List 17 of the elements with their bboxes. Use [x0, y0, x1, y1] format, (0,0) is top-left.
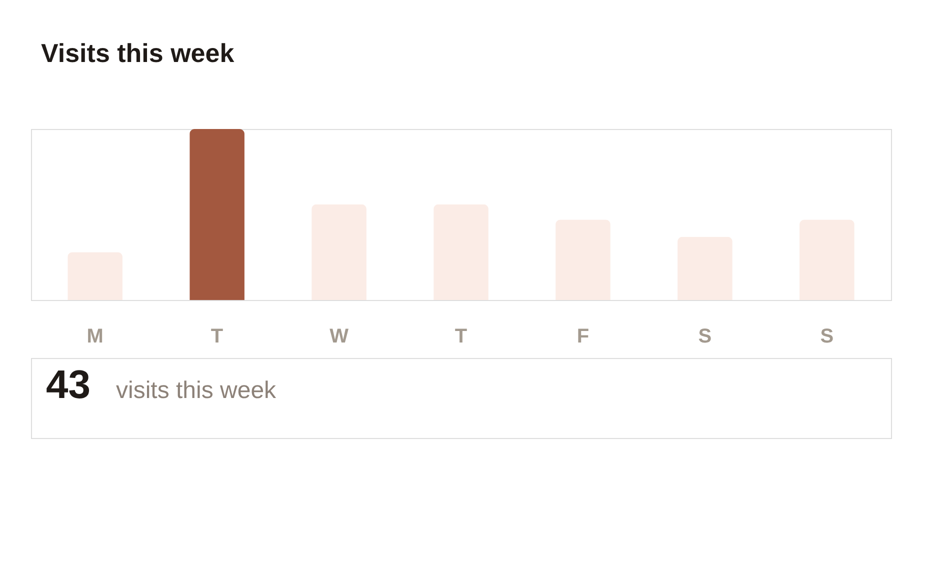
bar — [678, 236, 732, 300]
x-tick-label: S — [698, 326, 712, 348]
chart-title: Visits this week — [41, 38, 235, 68]
bar — [434, 204, 488, 300]
bar — [312, 204, 366, 300]
bar — [190, 129, 244, 300]
bar — [800, 220, 854, 300]
bar — [556, 220, 610, 300]
x-tick-label: T — [210, 326, 224, 348]
x-tick-label: F — [576, 326, 590, 348]
text: 43 — [46, 363, 90, 407]
bar — [68, 252, 122, 300]
x-tick-label: W — [330, 326, 349, 348]
x-tick-label: T — [454, 326, 468, 348]
x-tick-label: M — [86, 326, 104, 348]
x-tick-label: S — [820, 326, 834, 348]
text: visits this week — [116, 377, 278, 404]
